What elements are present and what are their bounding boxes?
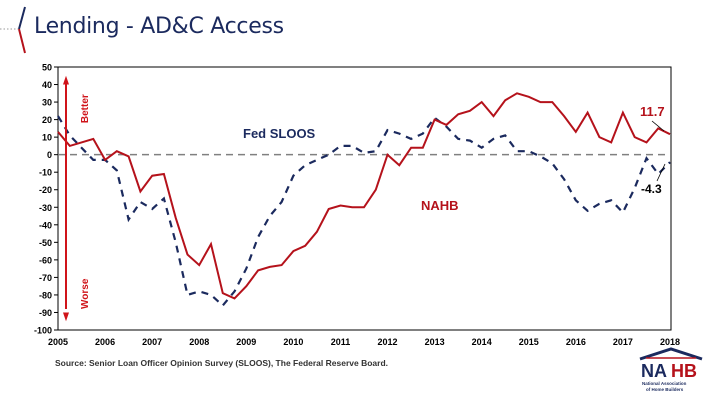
x-tick-label: 2017 [613,337,633,347]
x-tick-label: 2012 [378,337,398,347]
logo-subtitle-1: National Association [642,381,687,386]
y-tick-label: 40 [42,80,52,90]
better-label: Better [80,94,91,123]
x-tick-label: 2018 [660,337,680,347]
logo-text-hb: HB [671,361,697,381]
x-tick-label: 2007 [142,337,162,347]
y-axis: 50 40 30 20 10 0 -10 -20 -30 -40 -50 -60 -70 -80 -90 -1… [34,63,58,336]
better-worse-arrow [63,75,69,322]
x-tick-label: 2010 [283,337,303,347]
x-tick-label: 2008 [189,337,209,347]
logo-text-na: NA [641,361,667,381]
worse-label: Worse [80,278,91,309]
y-tick-label: -60 [39,255,52,265]
series-label-fed-sloos: Fed SLOOS [243,126,316,141]
series-line-fed-sloos [57,115,671,308]
source-note: Source: Senior Loan Officer Opinion Surv… [55,358,388,368]
y-tick-label: 0 [47,150,52,160]
arrow-up-head [63,75,69,85]
sloos-last-value-label: -4.3 [641,182,662,196]
y-tick-label: -90 [39,308,52,318]
y-tick-label: -50 [39,238,52,248]
y-tick-label: -30 [39,203,52,213]
y-tick-label: 30 [42,98,52,108]
y-tick-label: 10 [42,133,52,143]
x-tick-label: 2014 [472,337,492,347]
x-tick-label: 2005 [48,337,68,347]
y-tick-label: -20 [39,185,52,195]
series-line-nahb [57,92,671,300]
y-tick-label: -100 [34,326,52,336]
nahb-callout-line [651,120,665,132]
plot-frame [57,66,672,331]
nahb-last-value-label: 11.7 [640,104,665,119]
logo-subtitle-2: of Home Builders [646,387,684,392]
y-tick-label: -10 [39,168,52,178]
x-axis: 2005 2006 2007 2008 2009 2010 2011 2012 2013 2014… [48,337,680,347]
y-tick-label: 20 [42,115,52,125]
page-title: Lending - AD&C Access [34,14,284,39]
y-tick-label: 50 [42,63,52,73]
title-accent-decoration [0,6,26,54]
x-tick-label: 2006 [95,337,115,347]
y-tick-label: -70 [39,273,52,283]
series-label-nahb: NAHB [421,198,459,213]
x-tick-label: 2015 [519,337,539,347]
nahb-logo: NA HB National Association of Home Build… [639,347,703,392]
x-tick-label: 2013 [425,337,445,347]
arrow-down-head [63,312,69,322]
x-tick-label: 2009 [236,337,256,347]
logo-roof-icon [639,347,703,361]
y-tick-label: -80 [39,290,52,300]
sloos-callout-line [656,163,666,182]
x-tick-label: 2016 [566,337,586,347]
y-tick-label: -40 [39,220,52,230]
x-tick-label: 2011 [331,337,351,347]
